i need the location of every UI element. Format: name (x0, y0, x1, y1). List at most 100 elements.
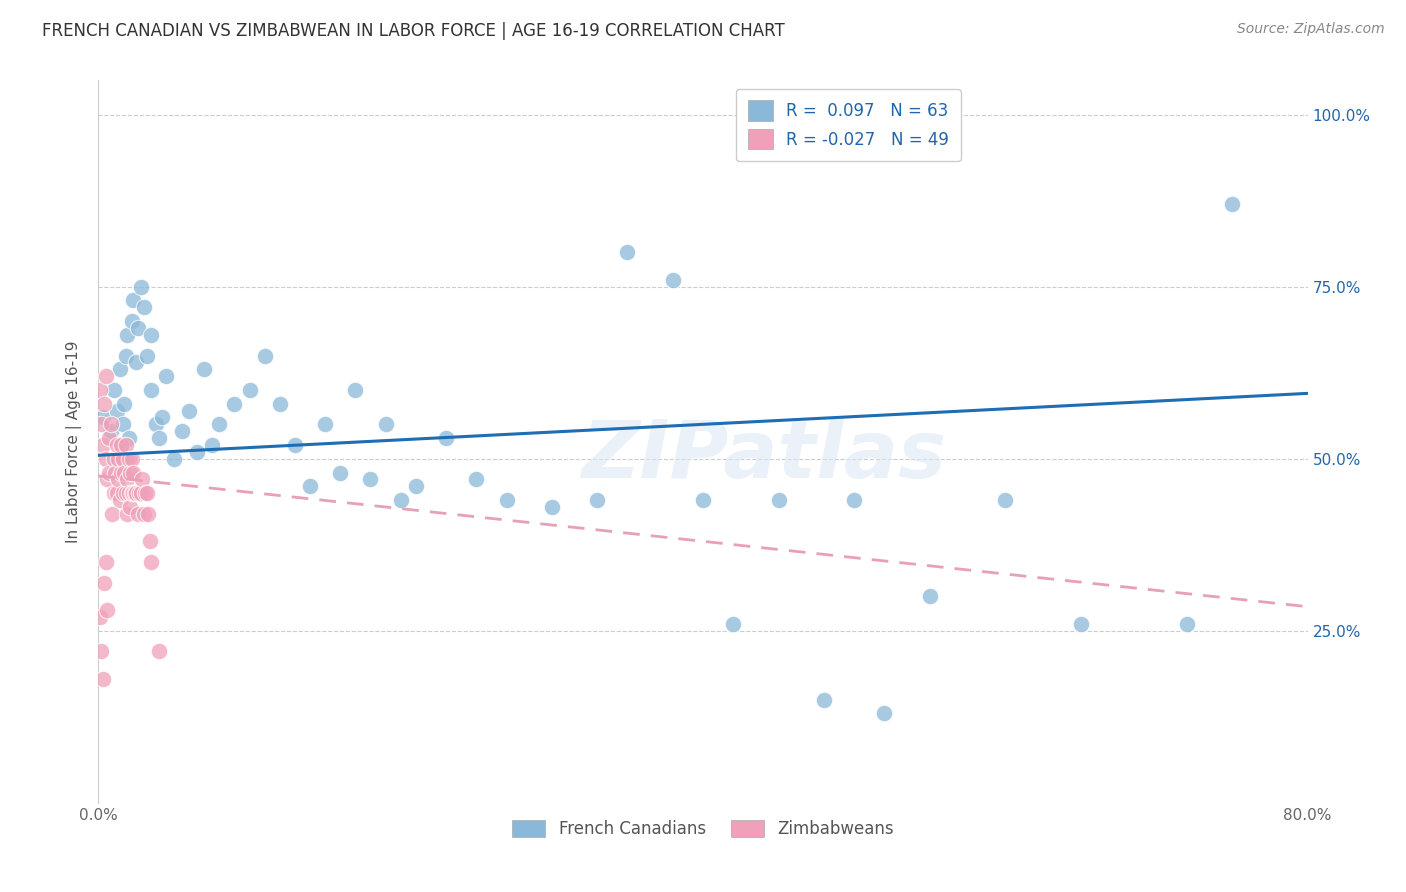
Point (115, 327, 138, 342)
Point (114, 451, 136, 466)
Point (98, 431, 121, 445)
Point (269, 397, 291, 411)
Point (107, 472, 129, 486)
Point (108, 493, 131, 508)
Point (127, 321, 149, 335)
Point (768, 493, 790, 508)
Point (94, 451, 117, 466)
Point (253, 349, 276, 363)
Point (121, 486, 143, 500)
Text: ZIPatlas: ZIPatlas (581, 417, 946, 495)
Point (224, 397, 246, 411)
Point (128, 486, 150, 500)
Point (374, 417, 396, 432)
Point (148, 644, 170, 658)
Point (844, 493, 866, 508)
Point (94, 369, 117, 384)
Point (120, 466, 142, 480)
Point (314, 417, 336, 432)
Point (141, 555, 163, 569)
Point (389, 493, 412, 508)
Point (1070, 616, 1092, 631)
Point (918, 590, 941, 604)
Point (110, 438, 132, 452)
Point (103, 451, 125, 466)
Point (239, 383, 262, 397)
Point (329, 466, 352, 480)
Point (110, 438, 132, 452)
Point (434, 431, 457, 445)
Point (105, 403, 128, 417)
Point (170, 424, 193, 438)
Point (96, 603, 118, 617)
Point (103, 486, 125, 500)
Point (465, 472, 488, 486)
Point (93, 575, 115, 590)
Point (125, 355, 148, 369)
Point (121, 314, 143, 328)
Point (122, 293, 145, 308)
Point (201, 438, 224, 452)
Point (692, 493, 714, 508)
Point (127, 507, 149, 521)
Point (100, 424, 122, 438)
Point (145, 417, 167, 432)
Point (208, 417, 231, 432)
Point (111, 451, 134, 466)
Point (163, 451, 186, 466)
Point (495, 493, 517, 508)
Point (139, 534, 162, 549)
Point (132, 507, 155, 521)
Point (115, 507, 138, 521)
Point (105, 486, 128, 500)
Point (723, 616, 745, 631)
Point (148, 431, 170, 445)
Point (155, 369, 177, 384)
Point (89, 383, 111, 397)
Y-axis label: In Labor Force | Age 16-19: In Labor Force | Age 16-19 (66, 340, 83, 543)
Point (112, 397, 135, 411)
Point (129, 279, 152, 293)
Point (107, 451, 129, 466)
Point (122, 486, 145, 500)
Point (873, 706, 896, 721)
Text: FRENCH CANADIAN VS ZIMBABWEAN IN LABOR FORCE | AGE 16-19 CORRELATION CHART: FRENCH CANADIAN VS ZIMBABWEAN IN LABOR F… (42, 22, 785, 40)
Point (994, 493, 1017, 508)
Point (124, 486, 146, 500)
Point (540, 500, 562, 514)
Point (135, 349, 157, 363)
Point (91, 410, 114, 425)
Point (1220, 197, 1243, 211)
Point (100, 417, 122, 432)
Point (94, 555, 117, 569)
Point (120, 500, 142, 514)
Point (111, 417, 134, 432)
Point (118, 486, 141, 500)
Point (616, 245, 638, 260)
Point (129, 486, 152, 500)
Point (118, 451, 141, 466)
Point (299, 479, 322, 493)
Point (141, 383, 163, 397)
Point (108, 362, 131, 376)
Point (118, 431, 141, 445)
Point (186, 445, 208, 459)
Legend: French Canadians, Zimbabweans: French Canadians, Zimbabweans (505, 814, 901, 845)
Point (101, 507, 124, 521)
Point (661, 273, 683, 287)
Point (136, 507, 159, 521)
Point (114, 486, 136, 500)
Point (104, 466, 127, 480)
Point (131, 472, 153, 486)
Point (121, 451, 143, 466)
Point (122, 466, 145, 480)
Point (135, 486, 157, 500)
Point (586, 493, 609, 508)
Point (813, 692, 835, 706)
Point (90, 644, 112, 658)
Point (112, 466, 135, 480)
Point (150, 410, 173, 425)
Point (111, 486, 134, 500)
Point (103, 383, 125, 397)
Point (90, 417, 112, 432)
